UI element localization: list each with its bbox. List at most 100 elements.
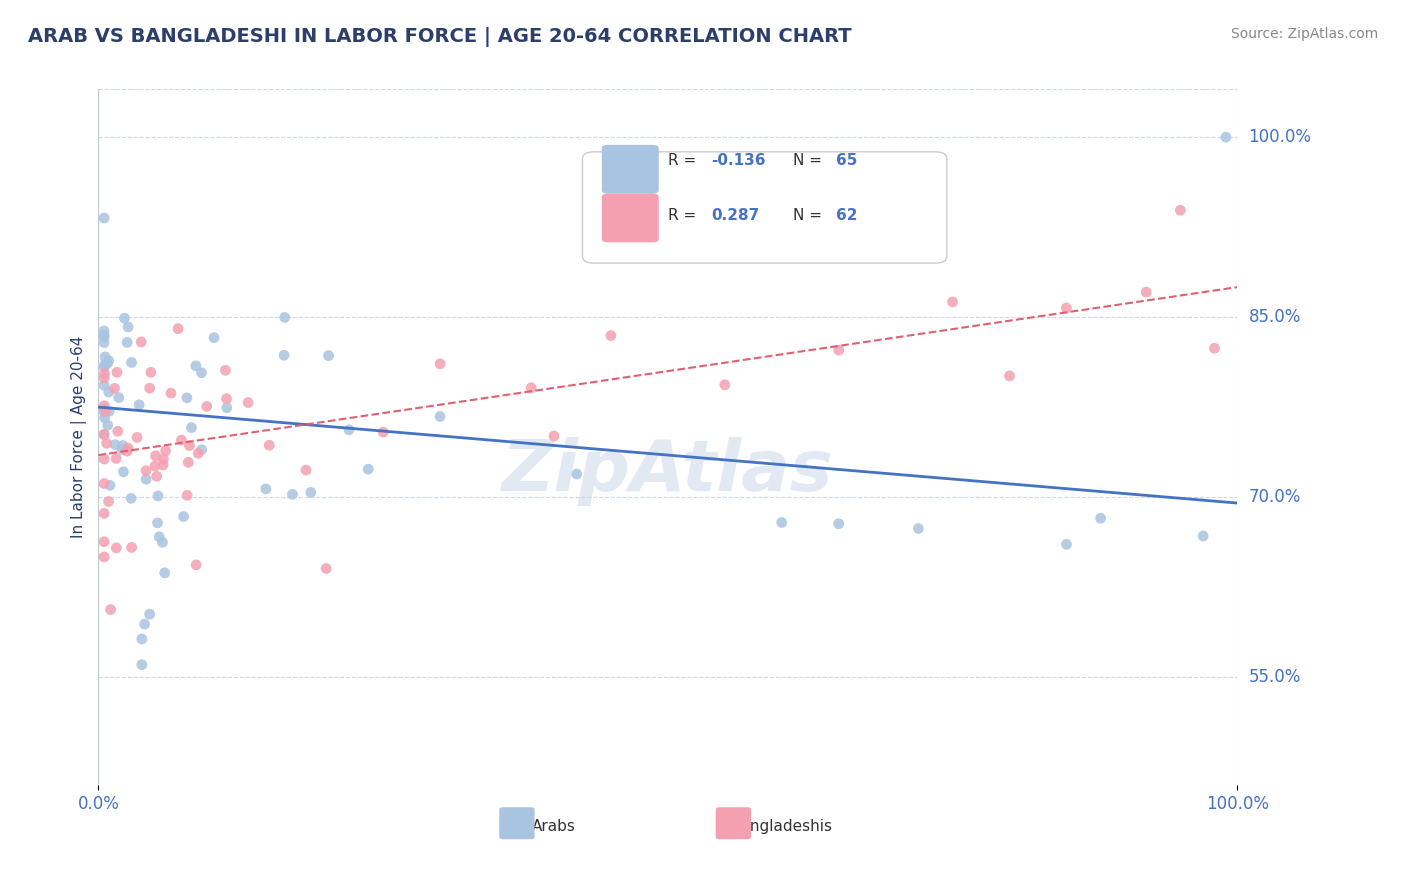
Point (93, 358, 115, 372)
Point (565, 467, 588, 481)
Point (1054, 537, 1078, 551)
Point (105, 365, 128, 379)
Point (121, 355, 143, 369)
Text: Bangladeshis: Bangladeshis (731, 819, 832, 834)
FancyBboxPatch shape (499, 807, 534, 839)
Point (105, 541, 128, 555)
Point (93, 371, 115, 385)
Point (714, 377, 737, 392)
Point (190, 366, 212, 380)
Point (112, 465, 135, 479)
Point (176, 488, 198, 502)
Point (139, 365, 162, 379)
Point (254, 482, 277, 496)
Point (105, 451, 128, 466)
Point (93, 399, 115, 413)
Text: Source: ZipAtlas.com: Source: ZipAtlas.com (1230, 27, 1378, 41)
Point (1054, 301, 1078, 315)
Point (114, 311, 136, 326)
Text: N =: N = (793, 153, 827, 168)
Point (93, 549, 115, 564)
Point (828, 516, 851, 531)
Point (274, 310, 297, 325)
Point (215, 401, 238, 415)
Point (173, 509, 195, 524)
Point (96, 436, 118, 450)
Point (135, 464, 157, 478)
Point (117, 320, 139, 334)
Point (184, 359, 207, 373)
Point (111, 442, 134, 457)
Point (117, 441, 139, 455)
Text: N =: N = (793, 209, 827, 223)
Point (520, 381, 543, 395)
Point (179, 439, 201, 453)
Text: 55.0%: 55.0% (1249, 668, 1301, 686)
Point (93, 405, 115, 419)
Point (120, 491, 142, 506)
Point (93, 402, 115, 417)
Point (94, 404, 117, 418)
Point (828, 343, 851, 358)
Point (128, 398, 150, 412)
Text: 62: 62 (837, 209, 858, 223)
Point (93, 324, 115, 338)
Point (104, 437, 127, 451)
Point (152, 452, 174, 467)
Point (1215, 130, 1237, 145)
Point (145, 469, 167, 483)
Point (148, 530, 170, 544)
Point (93, 378, 115, 392)
Point (93, 335, 115, 350)
Point (93, 476, 115, 491)
Point (129, 334, 152, 349)
Point (429, 409, 451, 424)
Point (318, 349, 340, 363)
Point (600, 328, 623, 343)
Text: 65: 65 (837, 153, 858, 168)
Point (202, 331, 225, 345)
Point (93, 534, 115, 549)
Point (125, 430, 148, 444)
Point (93, 410, 115, 425)
FancyBboxPatch shape (602, 145, 659, 194)
Point (184, 558, 207, 572)
Point (153, 566, 176, 580)
Text: 70.0%: 70.0% (1249, 488, 1301, 506)
Point (170, 433, 193, 447)
Point (152, 458, 174, 472)
FancyBboxPatch shape (716, 807, 751, 839)
Point (107, 391, 129, 405)
Y-axis label: In Labor Force | Age 20-64: In Labor Force | Age 20-64 (72, 336, 87, 538)
Point (93, 367, 115, 381)
Point (97, 353, 120, 368)
Point (180, 420, 202, 434)
Point (1192, 529, 1215, 543)
Point (115, 335, 138, 350)
Point (103, 381, 125, 395)
Point (167, 321, 190, 335)
Point (111, 438, 134, 452)
Point (259, 438, 281, 452)
Point (176, 391, 198, 405)
Point (1204, 341, 1226, 355)
Point (357, 462, 380, 476)
Point (215, 392, 238, 406)
Point (143, 458, 166, 473)
Point (190, 442, 212, 457)
Text: 85.0%: 85.0% (1249, 308, 1301, 326)
Text: 100.0%: 100.0% (1249, 128, 1312, 146)
Point (98, 478, 121, 492)
Text: ZipAtlas: ZipAtlas (502, 437, 834, 507)
Point (93, 360, 115, 375)
Point (146, 516, 169, 530)
Point (315, 561, 337, 575)
Point (131, 632, 153, 646)
Point (177, 455, 200, 469)
Text: R =: R = (668, 209, 702, 223)
Point (429, 357, 451, 371)
Point (145, 449, 167, 463)
Point (100, 602, 122, 616)
Point (138, 381, 160, 395)
Point (1170, 203, 1192, 218)
